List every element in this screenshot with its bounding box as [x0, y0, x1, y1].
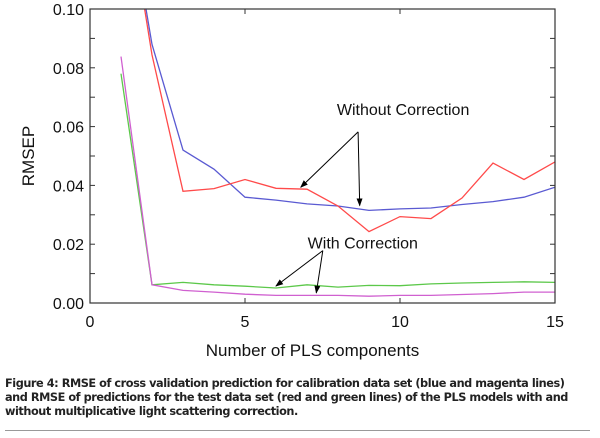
annotation-arrow — [275, 250, 324, 287]
y-tick-label: 0.00 — [53, 296, 84, 313]
figure-caption: Figure 4: RMSE of cross validation predi… — [5, 377, 568, 418]
x-axis-label: Number of PLS components — [206, 341, 420, 360]
plot-frame — [89, 8, 556, 304]
annotation-arrow — [300, 131, 359, 188]
annotation-label-0: Without Correction — [337, 102, 470, 119]
divider — [5, 430, 590, 431]
y-axis-label: RMSEP — [19, 126, 38, 186]
annotation-arrow — [356, 131, 363, 207]
x-tick-label: 10 — [391, 314, 409, 331]
series-line-2 — [120, 73, 555, 289]
series-line-3 — [120, 56, 555, 297]
annotation-arrow — [314, 250, 324, 294]
series-line-1 — [143, 9, 555, 233]
y-tick-label: 0.02 — [53, 237, 84, 254]
x-tick-label: 15 — [546, 314, 564, 331]
y-tick-label: 0.10 — [53, 2, 84, 19]
x-tick-label: 0 — [86, 314, 95, 331]
rmsep-chart: 0.00 0.02 0.04 0.06 0.08 0.10 0 5 10 15 Number of … — [19, 2, 564, 360]
x-tick-label: 5 — [241, 314, 250, 331]
y-tick-label: 0.08 — [53, 61, 84, 78]
y-tick-label: 0.04 — [53, 178, 84, 195]
y-tick-label: 0.06 — [53, 120, 84, 137]
annotation-label-1: With Correction — [308, 236, 418, 253]
